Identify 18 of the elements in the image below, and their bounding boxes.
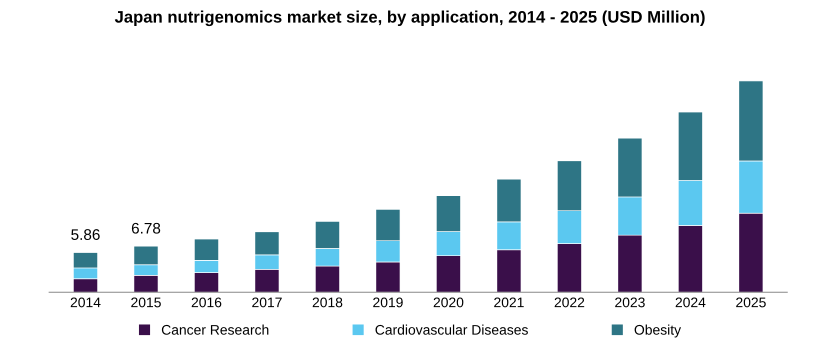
annotation: 6.78 — [132, 222, 160, 234]
x-tick-label: 2015 — [131, 297, 161, 308]
x-tick-label: 2025 — [736, 297, 766, 308]
x-tick-label: 2016 — [192, 297, 222, 308]
x-tick-label: 2022 — [554, 297, 584, 308]
x-tick-label: 2019 — [373, 297, 403, 308]
x-tick-label: 2021 — [494, 297, 524, 308]
legend-label: Cardiovascular Diseases — [376, 324, 528, 335]
chart-title: Japan nutrigenomics market size, by application, 2014 - 2025 (USD Million) — [114, 10, 705, 26]
x-tick-label: 2020 — [434, 297, 464, 308]
x-tick-label: 2014 — [70, 297, 101, 308]
annotation: 5.86 — [71, 229, 100, 240]
x-tick-label: 2023 — [615, 297, 645, 308]
x-tick-label: 2018 — [312, 297, 342, 308]
x-tick-label: 2024 — [676, 297, 706, 308]
legend-label: Obesity — [634, 324, 682, 338]
legend-label: Cancer Research — [162, 324, 268, 335]
x-tick-label: 2017 — [252, 297, 282, 308]
